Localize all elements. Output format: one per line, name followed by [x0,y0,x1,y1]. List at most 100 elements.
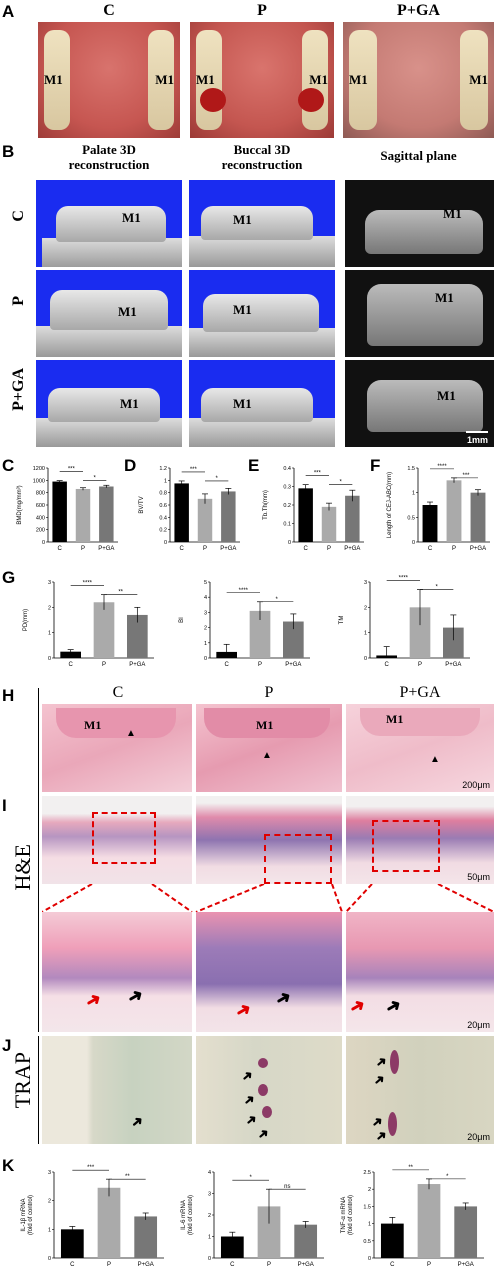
he-high-pga: ➜ ➜ 20μm [346,912,494,1032]
panel-j-label: J [2,1036,12,1055]
y-tick-label: 0.4 [159,515,167,521]
x-tick-label: P+GA [470,546,486,552]
m1-label: M1 [233,396,252,411]
scale-bar-label: 20μm [467,1020,490,1030]
panel-a-label: A [2,2,15,21]
y-tick-label: 3 [208,1192,211,1198]
scale-bar [466,431,488,433]
sig-label: * [249,1175,252,1181]
y-tick-label: 0 [368,1256,371,1262]
y-tick-label: 1 [368,1222,371,1228]
bar-p [257,1206,281,1258]
m1-label: M1 [309,72,328,87]
bar-pga [134,1216,158,1258]
y-tick-label: 1.5 [363,1204,371,1210]
y-axis-label-line: IL-1β mRNA [21,1198,27,1231]
panel-b-col-sagittal: Sagittal plane [380,148,457,163]
x-tick-label: P [102,662,106,668]
m1-label: M1 [155,72,174,87]
bar-pga [345,495,360,542]
x-tick-label: P+GA [98,546,114,552]
y-tick-label: 0 [48,656,51,662]
black-arrow-icon: ➜ [372,1052,391,1071]
oral-photo-pga: M1 M1 [343,22,494,138]
y-tick-label: 400 [36,515,45,521]
palate-3d-c: M1 [36,180,182,267]
buccal-3d-p: M1 [189,270,335,357]
x-tick-label: P [258,662,262,668]
trap-bracket-line [38,1036,39,1144]
arrowhead-icon: ▲ [430,754,440,765]
x-tick-label: P [81,546,85,552]
x-tick-label: C [303,546,308,552]
panel-b-row-p: P [10,296,27,306]
y-tick-label: 0 [42,540,45,546]
panel-h-col-pga: P+GA [399,684,441,701]
buccal-3d-pga: M1 [189,360,335,447]
sig-label: ** [125,1174,130,1180]
red-arrow-icon: ➜ [231,997,255,1023]
y-axis-label-line: Length of CEJ-ABC(mm) [387,472,393,538]
panel-g-label: G [2,568,16,587]
m1-label: M1 [435,290,454,305]
y-axis-label: IL-6 mRNA(fold of control) [181,1195,194,1235]
bar-p [197,498,213,542]
x-tick-label: P+GA [445,662,461,668]
chart-cej-abc: Length of CEJ-ABC(mm)00.511.5C P P+GA*****… [387,464,490,552]
y-axis-label-line: (fold of control) [348,1195,354,1235]
sig-label: * [435,585,438,591]
panel-h-col-p: P [264,684,274,701]
y-tick-label: 0 [364,656,367,662]
x-tick-label: P [427,1262,431,1268]
y-tick-label: 0.2 [159,528,167,534]
m1-label: M1 [120,396,139,411]
y-tick-label: 0.4 [283,466,291,472]
he-mid-p [196,796,342,884]
y-tick-label: 2 [48,605,51,611]
he-high-p: ➜ ➜ [196,912,342,1032]
y-tick-label: 1 [164,478,167,484]
bar-c [60,651,81,658]
y-tick-label: 5 [204,580,207,586]
zoom-box [264,834,332,884]
sig-label: **** [83,581,93,587]
y-tick-label: 3 [48,580,51,586]
m1-label: M1 [386,712,404,726]
sig-label: ** [118,590,123,596]
he-mid-pga: 50μm [346,796,494,884]
panel-i-label: I [2,796,7,815]
bar-c [422,505,438,542]
x-tick-label: C [70,1262,75,1268]
m1-label: M1 [233,212,252,227]
panel-b-row-pga: P+GA [10,368,27,411]
bar-p [409,607,431,658]
y-axis-label-line: Tb.Th(mm) [263,490,269,520]
sagittal-pga: M1 1mm [345,360,494,447]
bar-pga [127,614,148,658]
zoom-box [92,812,156,864]
zoom-connector-lines [42,884,494,912]
sig-label: * [339,480,342,486]
bar-p [446,480,462,542]
panel-e-label: E [248,456,260,475]
y-tick-label: 2 [48,1199,51,1205]
x-tick-label: P+GA [285,662,301,668]
panel-b-col-palate: Palate 3D reconstruction [68,142,150,172]
m1-label: M1 [469,72,488,87]
panel-h-label: H [2,686,15,705]
bar-p [417,1184,441,1258]
y-tick-label: 0.5 [363,1239,371,1245]
he-low-c: M1 ▲ [42,704,192,792]
bar-p [93,602,115,658]
trap-p: ➜ ➜ ➜ ➜ [196,1036,342,1144]
bar-c [52,481,67,542]
bar-c [380,1223,404,1258]
sig-label: * [93,476,96,482]
x-tick-label: C [57,546,62,552]
arrowhead-icon: ▲ [126,728,136,739]
red-arrow-icon: ➜ [81,987,105,1013]
sig-label: **** [437,464,447,470]
